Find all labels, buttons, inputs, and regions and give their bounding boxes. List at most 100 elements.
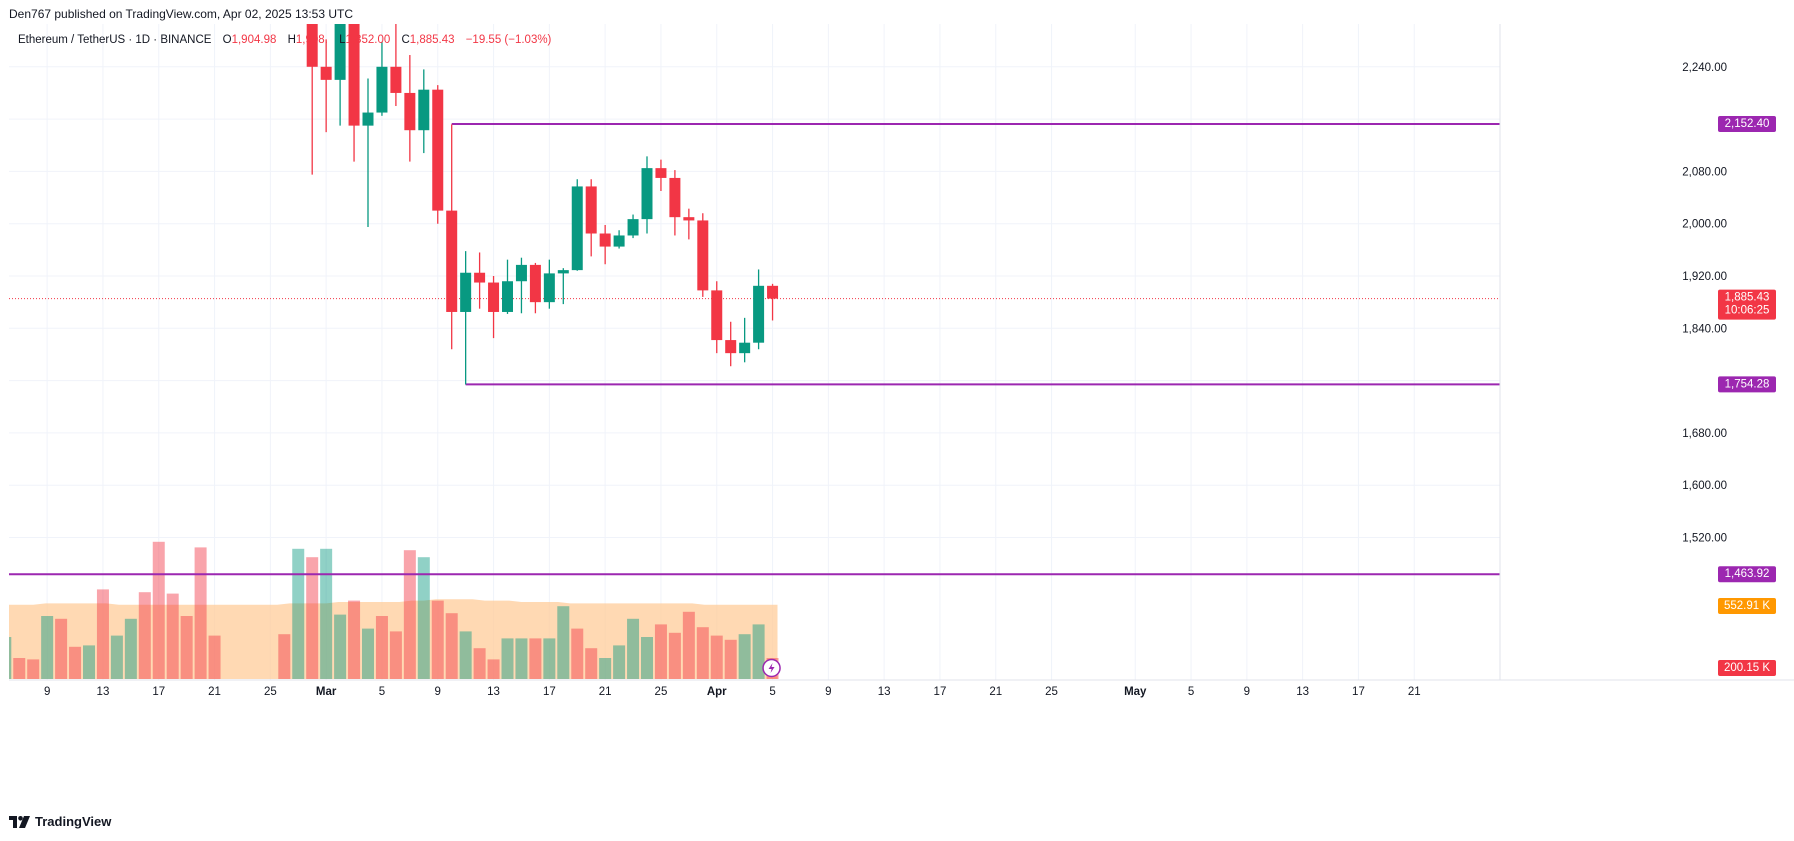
candle-body — [711, 290, 723, 341]
x-tick-label: 21 — [599, 686, 612, 698]
price-chart[interactable]: 1,520.00 1,600.00 1,680.00 1,840.00 1,920.00… — [0, 24, 1794, 808]
volume-ma-area — [9, 599, 778, 679]
candle-body — [697, 220, 709, 291]
x-tick-label: 13 — [487, 686, 500, 698]
candle — [529, 262, 541, 314]
volume-bar — [696, 627, 709, 679]
low-value: 1,852.00 — [345, 34, 391, 46]
event-marker[interactable] — [762, 658, 781, 678]
candle-body — [418, 89, 430, 131]
candle — [502, 259, 513, 314]
candle-body — [739, 342, 751, 354]
x-tick-label: 21 — [989, 686, 1002, 698]
last-price-badge-text: 10:06:25 — [1725, 305, 1770, 317]
volume-bar — [389, 631, 402, 679]
candle — [725, 321, 737, 367]
x-tick-label: 5 — [1188, 686, 1194, 698]
candles — [306, 24, 779, 385]
volume-bar — [473, 648, 486, 679]
x-tick-label: Mar — [316, 686, 337, 698]
level-price-badge-text: 1,463.92 — [1725, 568, 1770, 580]
candle — [515, 257, 527, 314]
candle — [641, 156, 653, 234]
volume-last-badge-text: 200.15 K — [1724, 662, 1770, 674]
close-label: C — [401, 34, 410, 46]
low-label: L — [339, 34, 346, 46]
volume-bar — [710, 635, 723, 679]
volume-bar — [487, 659, 500, 679]
candle — [557, 268, 569, 305]
x-tick-label: 25 — [1045, 686, 1058, 698]
level-price-badge-text: 1,754.28 — [1725, 378, 1770, 390]
volume-bar — [627, 618, 640, 679]
volume-bar — [334, 614, 347, 679]
candle — [390, 24, 402, 107]
volume-pane — [9, 541, 779, 679]
candle-body — [725, 340, 737, 354]
volume-bar — [27, 659, 40, 679]
y-tick-label: 1,840.00 — [1682, 323, 1727, 335]
volume-bar — [208, 635, 221, 679]
last-price-badge — [1718, 289, 1776, 320]
volume-ma-badge — [1718, 598, 1776, 614]
candle — [362, 78, 374, 227]
volume-bar — [194, 547, 207, 679]
volume-bar — [738, 634, 751, 679]
y-tick-label: 1,680.00 — [1682, 428, 1727, 440]
axis-badges: 2,152.40 1,754.28 1,463.92 1,885.4310:06:25… — [1718, 116, 1776, 676]
candle-body — [571, 186, 583, 271]
volume-bar — [166, 593, 179, 679]
candle-body — [502, 281, 513, 312]
candle-body — [557, 270, 569, 274]
volume-bar — [557, 606, 570, 679]
candle-body — [488, 282, 500, 312]
volume-bar — [292, 548, 305, 679]
x-tick-label: 17 — [152, 686, 165, 698]
candle — [683, 208, 695, 240]
candle — [460, 251, 472, 385]
candle — [599, 225, 611, 265]
candle-body — [306, 24, 318, 67]
volume-bar — [41, 616, 54, 679]
x-tick-label: 21 — [1408, 686, 1421, 698]
chart-frame[interactable]: 1,520.00 1,600.00 1,680.00 1,840.00 1,920.00… — [0, 24, 1794, 808]
volume-bar — [83, 645, 95, 679]
horizontal-levels[interactable] — [9, 123, 1500, 576]
volume-bar — [278, 634, 291, 679]
x-tick-label: 9 — [44, 686, 50, 698]
volume-bar — [13, 658, 26, 679]
x-tick-label: May — [1124, 686, 1147, 698]
footer-brand[interactable]: TradingView — [9, 814, 111, 829]
volume-bar — [682, 611, 695, 679]
volume-bar — [320, 548, 333, 679]
candle-body — [376, 66, 388, 113]
volume-bar — [515, 638, 528, 679]
close-value: 1,885.43 — [409, 34, 455, 46]
candle — [432, 85, 444, 224]
volume-bar — [96, 589, 109, 679]
volume-bar — [55, 618, 68, 679]
candle — [753, 269, 765, 350]
candle — [418, 69, 430, 154]
axes: 1,520.00 1,600.00 1,680.00 1,840.00 1,920.00… — [9, 24, 1794, 698]
volume-bar — [543, 638, 556, 679]
brand-name: TradingView — [35, 814, 112, 829]
x-tick-label: 5 — [379, 686, 385, 698]
candle-body — [543, 273, 555, 303]
level-price-badge — [1718, 376, 1776, 393]
y-tick-label: 1,520.00 — [1682, 533, 1727, 545]
candle-body — [613, 235, 625, 247]
x-tick-label: 13 — [878, 686, 891, 698]
volume-bar — [362, 628, 374, 679]
candle — [543, 259, 555, 309]
x-tick-label: 17 — [934, 686, 947, 698]
candle-body — [320, 66, 332, 80]
volume-bar — [599, 658, 612, 679]
open-value: 1,904.98 — [231, 34, 277, 46]
y-tick-label: 2,080.00 — [1682, 166, 1727, 178]
volume-bar — [403, 550, 416, 679]
x-tick-label: 25 — [655, 686, 668, 698]
candle-body — [362, 112, 374, 126]
candle-body — [446, 210, 458, 312]
symbol-title[interactable]: Ethereum / TetherUS · 1D · BINANCE — [18, 34, 212, 46]
